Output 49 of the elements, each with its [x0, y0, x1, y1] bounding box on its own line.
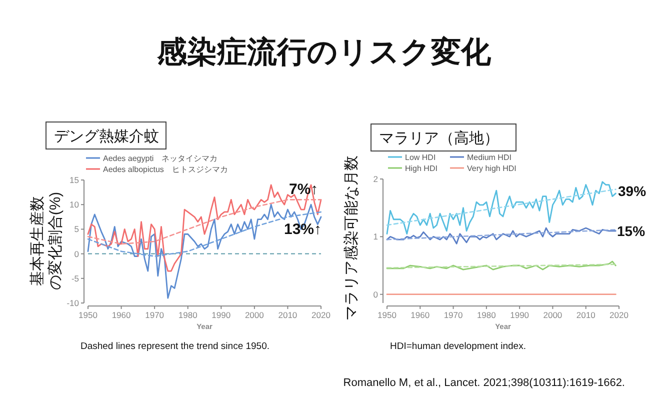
legend-label: Aedes aegypti ネッタイシマカ — [103, 154, 218, 163]
y-axis-title: マラリア感染可能な月数 — [343, 156, 360, 320]
y-tick-label: 0 — [74, 248, 80, 259]
line-series — [87, 204, 322, 299]
annotation: 13%↑ — [284, 221, 322, 238]
x-tick-label: 1960 — [410, 310, 430, 320]
x-tick-label: 1970 — [145, 310, 164, 320]
line-series — [386, 181, 616, 234]
chart-title: マラリア（高地） — [379, 130, 499, 147]
y-tick-label: 5 — [74, 224, 80, 234]
text: HDI=human development index. — [390, 341, 526, 352]
x-tick-label: 2020 — [610, 310, 629, 320]
line-series — [386, 227, 616, 244]
y-tick-label: 1 — [373, 232, 378, 242]
line-series — [87, 211, 322, 257]
text: Romanello M, et al., Lancet. 2021;398(10311):1619-1662. — [343, 377, 625, 389]
legend-label: Aedes albopictus ヒトスジシマカ — [103, 165, 228, 174]
x-tick-label: 2020 — [312, 310, 331, 320]
legend-label: Very high HDI — [467, 164, 516, 173]
y-tick-label: 10 — [70, 200, 80, 210]
legend-label: Medium HDI — [467, 153, 512, 162]
y-tick-label: 2 — [373, 174, 378, 184]
x-tick-label: 1950 — [78, 310, 98, 320]
x-tick-label: 2010 — [576, 310, 596, 320]
legend-label: High HDI — [405, 164, 438, 173]
text: 感染症流行のリスク変化 — [156, 35, 492, 69]
line-series — [87, 184, 322, 272]
line-series — [87, 199, 322, 245]
x-tick-label: 2000 — [543, 310, 562, 320]
x-tick-label: 1990 — [510, 310, 530, 320]
x-tick-label: 1960 — [112, 310, 132, 320]
legend-label: Low HDI — [405, 153, 436, 162]
y-tick-label: -5 — [71, 273, 80, 284]
line-series — [386, 260, 616, 270]
x-tick-label: 1980 — [476, 310, 496, 320]
x-tick-label: 1950 — [378, 310, 397, 320]
x-tick-label: 1980 — [178, 310, 198, 320]
y-tick-label: -10 — [66, 298, 80, 308]
text: Dashed lines represent the trend since 1950. — [80, 341, 270, 352]
chart-title: デング熱媒介蚊 — [54, 128, 159, 145]
x-tick-label: 2010 — [278, 310, 298, 320]
x-tick-label: 1990 — [212, 310, 231, 320]
y-axis-title: 基本再生産数の変化割合(%) — [29, 192, 64, 290]
annotation: 39% — [618, 183, 647, 199]
y-tick-label: 0 — [373, 289, 378, 300]
x-tick-label: 2000 — [244, 310, 264, 320]
x-tick-label: 1970 — [444, 310, 464, 320]
y-tick-label: 15 — [70, 175, 80, 185]
annotation: 15% — [617, 223, 646, 239]
